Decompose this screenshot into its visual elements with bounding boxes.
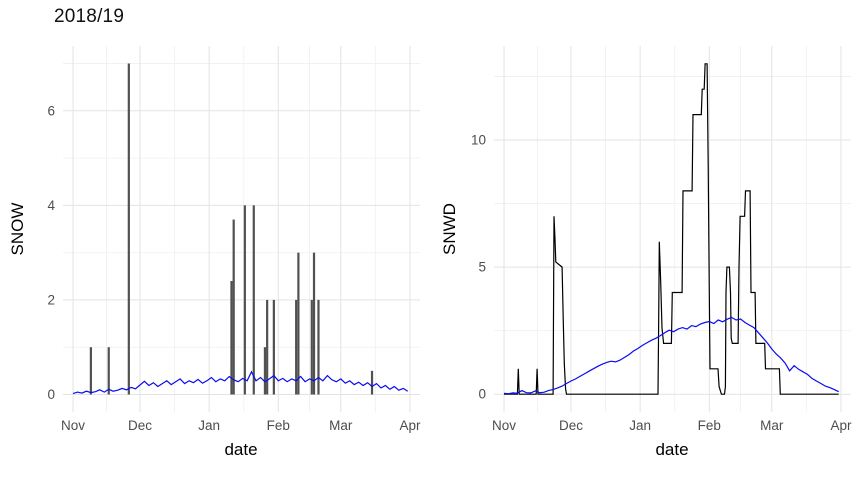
bar — [370, 370, 374, 395]
x-tick-label: Mar — [760, 418, 784, 433]
x-tick-label: Feb — [698, 418, 721, 433]
bar — [230, 281, 233, 395]
x-tick-label: Nov — [61, 418, 85, 433]
y-tick-label: 2 — [47, 292, 55, 307]
x-tick-label: Dec — [559, 418, 583, 433]
snow-daily-bars — [89, 63, 374, 395]
axis-tick-labels: Nov Dec Jan Feb Mar Apr 0 5 10 — [471, 133, 852, 433]
bar — [297, 252, 300, 395]
y-tick-label: 10 — [471, 133, 486, 148]
bar — [127, 63, 130, 395]
x-tick-label: Dec — [128, 418, 152, 433]
bar — [107, 347, 110, 395]
x-tick-label: Jan — [198, 418, 220, 433]
x-tick-label: Nov — [492, 418, 516, 433]
snow-mean-line — [72, 370, 409, 395]
bar — [272, 299, 275, 395]
y-axis-title-snow: SNOW — [8, 202, 27, 256]
bar — [310, 299, 313, 395]
y-axis-title-snwd: SNWD — [440, 203, 459, 255]
x-tick-label: Jan — [629, 418, 651, 433]
bar — [232, 219, 235, 395]
bar — [243, 205, 246, 395]
bar — [295, 299, 298, 395]
x-tick-label: Apr — [830, 418, 852, 433]
panel-snwd-panel: Nov Dec Jan Feb Mar Apr 0 5 10 — [471, 46, 852, 433]
panel-snow-panel: Nov Dec Jan Feb Mar Apr 0 2 4 6 — [47, 46, 421, 433]
bar — [263, 347, 267, 395]
x-tick-label: Feb — [267, 418, 290, 433]
axis-tick-labels: Nov Dec Jan Feb Mar Apr 0 2 4 6 — [47, 103, 420, 433]
x-tick-label: Apr — [399, 418, 421, 433]
x-tick-label: Mar — [329, 418, 353, 433]
grid-minor — [494, 46, 851, 412]
grid-minor — [63, 46, 420, 412]
figure-title: 2018/19 — [54, 6, 125, 27]
snwd-mean-line — [503, 316, 839, 395]
grid-major — [494, 46, 851, 412]
y-tick-label: 6 — [47, 103, 55, 118]
y-tick-label: 5 — [478, 260, 486, 275]
y-tick-label: 0 — [478, 387, 486, 402]
snwd-daily-line — [504, 63, 839, 395]
bar — [89, 347, 92, 395]
bar — [317, 299, 320, 395]
bar — [266, 299, 269, 395]
y-tick-label: 0 — [47, 387, 55, 402]
y-tick-label: 4 — [47, 198, 55, 213]
grid-major — [63, 46, 420, 412]
bar — [312, 252, 316, 395]
bar — [252, 205, 255, 395]
